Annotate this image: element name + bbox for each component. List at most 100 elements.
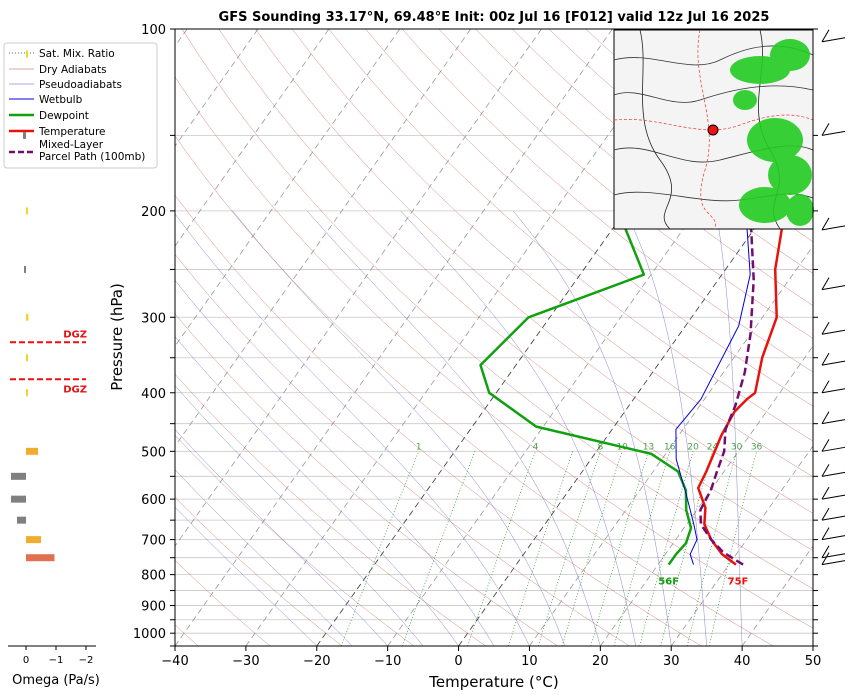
wind-barb-shaft [821,37,846,43]
pseudoadiabat-line [175,429,388,646]
surface-dewpoint-label: 56F [658,577,679,588]
wind-barb-shaft [821,130,846,136]
wind-barb-shaft [821,388,846,394]
dry-adiabat-line [328,29,813,442]
wind-barb-feather [821,507,830,521]
mixing-ratio-line [639,451,694,646]
omega-bar [11,495,26,503]
legend: Sat. Mix. Ratio Dry Adiabats Pseudoadiab… [3,42,158,169]
legend-label-pseudoadiabats: Pseudoadiabats [39,79,122,91]
omega-axis-label: Omega (Pa/s) [12,673,100,688]
pseudoadiabat-line [175,385,424,646]
legend-label-wetbulb: Wetbulb [39,94,83,106]
legend-label-dewpoint: Dewpoint [39,110,89,122]
y-tick-label: 300 [141,311,166,326]
mixing-ratio-label: 16 [664,442,676,452]
dry-adiabat-line [175,253,630,646]
dry-adiabat-line [175,496,343,646]
wind-barb-feather [821,464,830,477]
dry-adiabat-line [175,135,774,646]
x-tick-label: −40 [161,654,188,669]
x-tick-label: −10 [374,654,401,669]
mixing-ratio-label: 13 [643,442,654,452]
isotherm-line [175,29,401,347]
mixing-ratio-line [508,451,574,646]
pseudoadiabat-line [175,336,459,646]
dry-adiabat-line [255,29,813,514]
mixing-ratio-label: 24 [707,442,719,452]
isotherm-line [812,645,813,646]
y-tick-label: 1000 [133,627,166,642]
y-tick-label: 600 [141,493,166,508]
omega-bar [26,354,28,362]
isotherm-line [175,29,542,547]
wind-barb-feather [821,527,830,540]
wind-barb-shaft [821,419,846,425]
omega-tick-label: 0 [23,655,29,666]
dry-adiabat-line [475,29,813,306]
dry-adiabat-line [175,76,813,629]
background-lines [175,29,813,646]
omega-bar [23,131,26,139]
wind-barb-shaft [821,515,846,521]
series-wetbulb-line [675,135,765,565]
y-tick-label: 900 [141,600,166,615]
wind-barb-feather [821,439,830,452]
mixing-ratio-label: 8 [597,442,603,452]
dry-adiabat-line [175,313,558,646]
map-contour-5 [639,29,672,230]
mixing-ratio-labels: 1 4 8 10 13 16 20 24 30 36 [416,442,763,452]
omega-bar [17,516,26,524]
wind-barb-shaft [821,285,846,291]
wind-barb-shaft [821,494,846,500]
plot-frame [174,28,814,647]
mixing-ratio-line [537,451,601,646]
surface-temperature-label: 75F [728,577,749,588]
wind-barb-feather [821,486,830,500]
pseudoadiabat-line [175,279,495,646]
isotherm-line [245,29,684,646]
omega-bar [26,389,28,397]
wind-barb-feather [821,552,830,565]
pseudoadiabat-line [715,210,743,646]
wind-barb-shaft [821,535,846,541]
omega-bar [26,313,29,321]
mixing-ratio-line [467,451,536,646]
wind-barb-feather [821,321,830,335]
map-contour-6 [697,29,716,230]
mixing-ratio-line [340,451,420,646]
axes-ticks: −40 −30 −20 −10 0 10 20 30 40 50 100 200 300 400 500 60… [133,23,821,669]
mixing-ratio-line [708,451,757,646]
pseudoadiabat-line [306,210,601,646]
legend-label-parcel: Mixed-Layer Parcel Path (100mb) [39,139,145,163]
wind-barb-shaft [821,553,846,559]
isotherm-line [175,29,259,147]
x-tick-label: 10 [521,654,538,669]
dry-adiabat-line [438,29,813,339]
legend-label-sat-mix-ratio: Sat. Mix. Ratio [39,48,115,60]
dry-adiabat-line [175,559,271,646]
y-tick-label: 800 [141,569,166,584]
wind-barb-feather [821,217,830,231]
y-tick-label: 400 [141,387,166,402]
pseudoadiabat-line [513,210,672,646]
wind-barb-feather [821,411,830,424]
omega-bar [26,50,28,58]
wind-barb-shaft [821,329,846,335]
pseudoadiabat-line [175,213,530,646]
pseudoadiabat-line [400,210,637,646]
mixing-ratio-label: 1 [416,442,422,452]
mixing-ratio-line [401,451,476,646]
y-axis-label: Pressure (hPa) [108,283,126,391]
omega-bar [26,554,55,562]
dry-adiabat-line [175,194,702,646]
dgz-label: DGZ [63,384,87,395]
wind-barb-shaft [821,446,846,452]
mixing-ratio-line [590,451,649,646]
isotherm-line [175,29,330,247]
mixing-ratio-label: 30 [731,442,743,452]
mixing-ratio-line [561,451,623,646]
dry-adiabat-line [402,29,813,373]
y-tick-label: 100 [141,23,166,38]
